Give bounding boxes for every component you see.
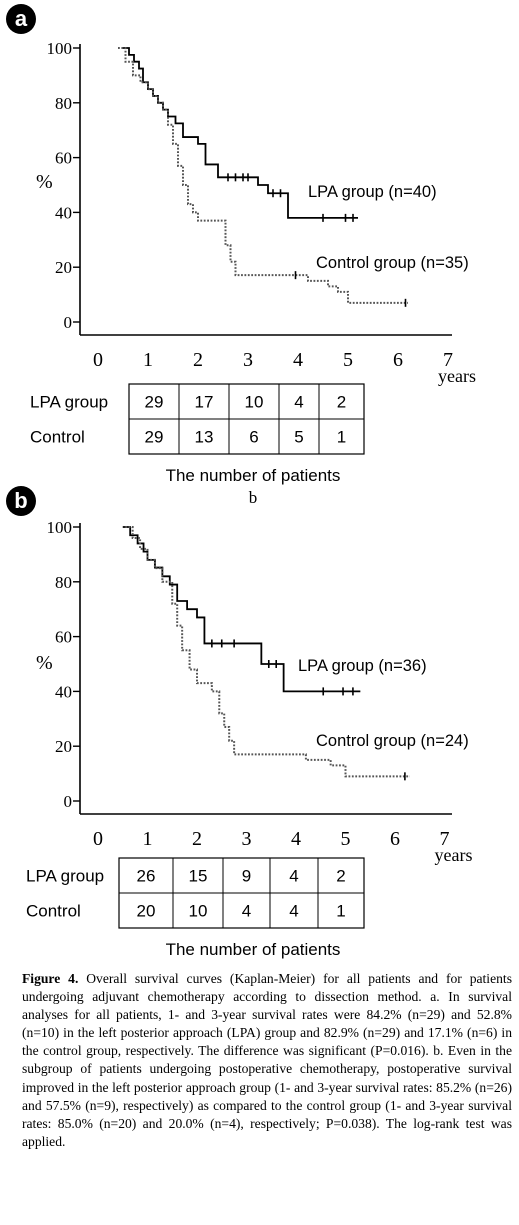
- y-tick-label: 0: [64, 313, 73, 332]
- risk-table-cell: 2: [336, 867, 345, 886]
- panel-badge: [6, 4, 36, 34]
- series-label: Control group (n=35): [316, 254, 469, 272]
- risk-table-cell: 17: [195, 393, 214, 412]
- y-tick-label: 100: [47, 39, 73, 58]
- risk-table-row-label: Control: [30, 428, 85, 447]
- x-tick-label: 5: [341, 828, 351, 850]
- risk-table-cell: 29: [145, 428, 164, 447]
- risk-table-row-label: LPA group: [26, 867, 104, 886]
- figure-caption: Figure 4. Overall survival curves (Kapla…: [22, 970, 512, 1151]
- x-tick-label: 0: [93, 828, 103, 850]
- risk-table-cell: 4: [289, 867, 298, 886]
- x-tick-label: 6: [393, 349, 403, 371]
- x-tick-label: 2: [192, 828, 202, 850]
- x-tick-label: 5: [343, 349, 353, 371]
- y-tick-label: 100: [47, 518, 73, 537]
- risk-table-title: The number of patients: [166, 940, 341, 959]
- x-tick-label: 7: [440, 828, 450, 850]
- risk-table-row-label: LPA group: [30, 393, 108, 412]
- caption-label: Figure 4.: [22, 971, 79, 986]
- panel-subtitle: b: [249, 488, 258, 507]
- panel-letter: b: [14, 488, 27, 513]
- y-tick-label: 60: [55, 149, 72, 168]
- x-tick-label: 1: [143, 349, 153, 371]
- y-axis-label: %: [36, 652, 53, 674]
- risk-table-cell: 4: [242, 902, 251, 921]
- risk-table-title: The number of patients: [166, 466, 341, 485]
- risk-table-cell: 15: [189, 867, 208, 886]
- risk-table-cell: 1: [337, 428, 346, 447]
- risk-table-cell: 6: [249, 428, 258, 447]
- x-tick-label: 2: [193, 349, 203, 371]
- risk-table-cell: 29: [145, 393, 164, 412]
- y-tick-label: 80: [55, 573, 72, 592]
- lpa-survival-curve: [122, 526, 361, 693]
- caption-text: Overall survival curves (Kaplan-Meier) f…: [22, 971, 512, 1149]
- risk-table-cell: 26: [137, 867, 156, 886]
- risk-table-row-label: Control: [26, 902, 81, 921]
- x-tick-label: 3: [242, 828, 252, 850]
- control-survival-curve: [118, 47, 408, 304]
- y-tick-label: 60: [55, 628, 72, 647]
- panel-badge: [6, 486, 36, 516]
- x-tick-label: 3: [243, 349, 253, 371]
- control-survival-curve: [125, 526, 410, 778]
- lpa-survival-curve: [122, 47, 358, 219]
- x-tick-label: 0: [93, 349, 103, 371]
- risk-table-cell: 4: [289, 902, 298, 921]
- series-label: Control group (n=24): [316, 732, 469, 750]
- y-tick-label: 20: [55, 737, 72, 756]
- x-axis-label: years: [438, 366, 476, 386]
- x-tick-label: 6: [390, 828, 400, 850]
- x-tick-label: 1: [143, 828, 153, 850]
- x-tick-label: 4: [293, 349, 303, 371]
- panel-letter: a: [15, 6, 28, 31]
- y-tick-label: 40: [55, 203, 72, 222]
- y-tick-label: 40: [55, 682, 72, 701]
- x-tick-label: 4: [291, 828, 301, 850]
- risk-table-cell: 4: [294, 393, 303, 412]
- risk-table-cell: 20: [137, 902, 156, 921]
- risk-table-cell: 2: [337, 393, 346, 412]
- y-tick-label: 0: [64, 792, 73, 811]
- risk-table-cell: 10: [189, 902, 208, 921]
- risk-table-cell: 9: [242, 867, 251, 886]
- x-axis-label: years: [435, 845, 473, 865]
- risk-table-cell: 13: [195, 428, 214, 447]
- risk-table-cell: 1: [336, 902, 345, 921]
- y-tick-label: 20: [55, 258, 72, 277]
- y-tick-label: 80: [55, 94, 72, 113]
- series-label: LPA group (n=40): [308, 183, 437, 201]
- x-tick-label: 7: [443, 349, 453, 371]
- risk-table-cell: 10: [245, 393, 264, 412]
- series-label: LPA group (n=36): [298, 657, 427, 675]
- y-axis-label: %: [36, 171, 53, 193]
- risk-table-cell: 5: [294, 428, 303, 447]
